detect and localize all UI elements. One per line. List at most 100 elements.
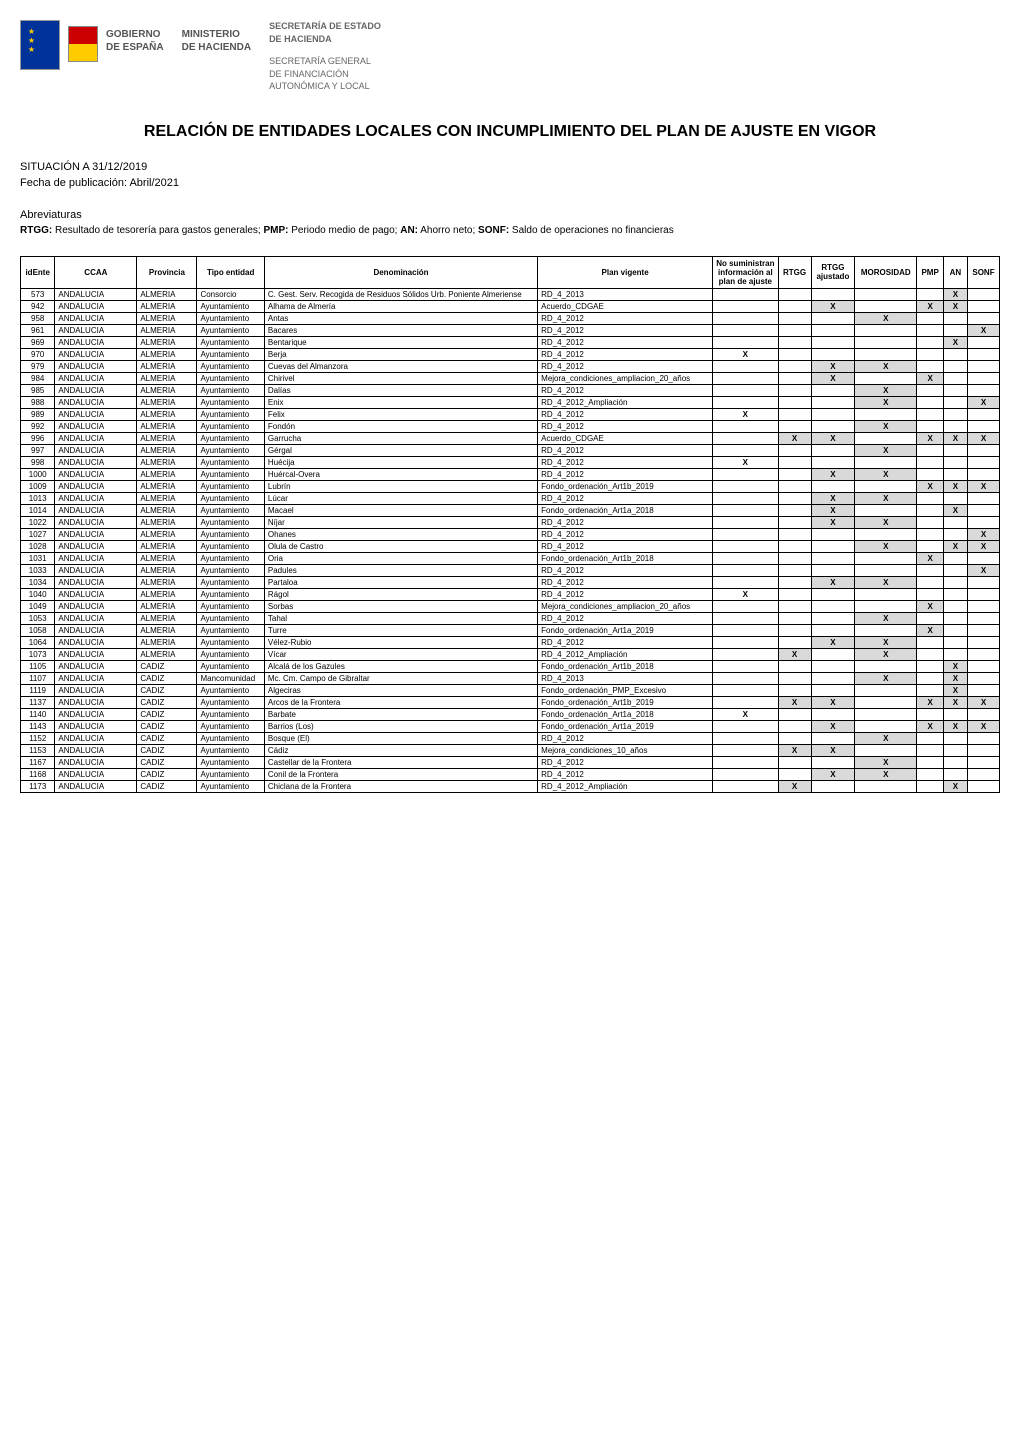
table-cell: X [967, 396, 999, 408]
table-cell: Ayuntamiento [197, 312, 264, 324]
table-cell: RD_4_2012 [538, 492, 713, 504]
table-cell: Partaloa [264, 576, 537, 588]
table-cell: ALMERIA [137, 552, 197, 564]
table-cell [967, 288, 999, 300]
table-cell: Barbate [264, 708, 537, 720]
table-cell [713, 288, 779, 300]
table-cell [967, 600, 999, 612]
table-cell: RD_4_2012 [538, 312, 713, 324]
th-idente: idEnte [21, 256, 55, 288]
table-cell: ALMERIA [137, 312, 197, 324]
table-cell: X [917, 300, 944, 312]
table-cell [967, 780, 999, 792]
table-cell: ANDALUCIA [55, 396, 137, 408]
table-cell: RD_4_2012 [538, 420, 713, 432]
table-cell: X [855, 516, 917, 528]
table-cell [917, 360, 944, 372]
table-cell: 573 [21, 288, 55, 300]
table-cell: Macael [264, 504, 537, 516]
table-cell: ANDALUCIA [55, 684, 137, 696]
table-cell: ANDALUCIA [55, 372, 137, 384]
table-cell: Bentarique [264, 336, 537, 348]
table-cell [943, 756, 967, 768]
table-row: 1013ANDALUCIAALMERIAAyuntamientoLúcarRD_… [21, 492, 1000, 504]
table-cell [713, 636, 779, 648]
table-cell: X [811, 744, 855, 756]
table-cell: 1034 [21, 576, 55, 588]
table-cell: X [943, 540, 967, 552]
table-cell [778, 756, 811, 768]
table-cell: Olula de Castro [264, 540, 537, 552]
table-cell [967, 408, 999, 420]
table-cell [967, 576, 999, 588]
table-cell: Fondón [264, 420, 537, 432]
secretaria-top: SECRETARÍA DE ESTADO DE HACIENDA [269, 20, 381, 45]
table-cell: X [855, 468, 917, 480]
table-cell [917, 768, 944, 780]
table-cell: ANDALUCIA [55, 348, 137, 360]
table-cell: X [713, 348, 779, 360]
table-cell: 1173 [21, 780, 55, 792]
table-cell: X [943, 432, 967, 444]
table-cell [917, 324, 944, 336]
table-cell: 970 [21, 348, 55, 360]
table-cell: 1140 [21, 708, 55, 720]
table-cell: X [943, 660, 967, 672]
table-cell [778, 516, 811, 528]
table-cell: Ayuntamiento [197, 468, 264, 480]
table-cell [967, 552, 999, 564]
table-cell: 958 [21, 312, 55, 324]
table-cell: 1022 [21, 516, 55, 528]
table-cell: 1064 [21, 636, 55, 648]
table-cell [713, 684, 779, 696]
table-body: 573ANDALUCIAALMERIAConsorcioC. Gest. Ser… [21, 288, 1000, 792]
table-row: 1137ANDALUCIACADIZAyuntamientoArcos de l… [21, 696, 1000, 708]
table-cell [943, 708, 967, 720]
table-cell: RD_4_2012 [538, 324, 713, 336]
table-cell [943, 456, 967, 468]
table-cell [855, 348, 917, 360]
table-cell [917, 516, 944, 528]
fecha-pub-text: Fecha de publicación: Abril/2021 [20, 177, 1000, 189]
table-cell: X [943, 480, 967, 492]
table-cell: Níjar [264, 516, 537, 528]
table-cell: 1013 [21, 492, 55, 504]
table-cell [917, 492, 944, 504]
table-cell: ANDALUCIA [55, 444, 137, 456]
table-cell [778, 360, 811, 372]
table-cell [943, 768, 967, 780]
table-cell: Tahal [264, 612, 537, 624]
table-cell: RD_4_2012 [538, 468, 713, 480]
table-cell: Ayuntamiento [197, 744, 264, 756]
table-cell [713, 600, 779, 612]
table-cell: Ayuntamiento [197, 708, 264, 720]
table-cell: Ayuntamiento [197, 456, 264, 468]
table-row: 1143ANDALUCIACADIZAyuntamientoBarrios (L… [21, 720, 1000, 732]
table-cell: X [943, 696, 967, 708]
table-cell: RD_4_2012 [538, 516, 713, 528]
th-sonf: SONF [967, 256, 999, 288]
table-cell [778, 720, 811, 732]
table-cell: X [967, 324, 999, 336]
table-cell [811, 324, 855, 336]
table-cell: Enix [264, 396, 537, 408]
table-cell: ANDALUCIA [55, 528, 137, 540]
table-cell [778, 612, 811, 624]
table-cell [811, 288, 855, 300]
table-row: 985ANDALUCIAALMERIAAyuntamientoDalíasRD_… [21, 384, 1000, 396]
table-cell [811, 336, 855, 348]
table-cell: Ayuntamiento [197, 384, 264, 396]
table-cell [855, 456, 917, 468]
table-cell: RD_4_2012 [538, 444, 713, 456]
table-cell: ALMERIA [137, 576, 197, 588]
table-cell: RD_4_2012 [538, 588, 713, 600]
table-cell [713, 420, 779, 432]
table-cell: 984 [21, 372, 55, 384]
table-row: 1140ANDALUCIACADIZAyuntamientoBarbateFon… [21, 708, 1000, 720]
table-cell: Ayuntamiento [197, 360, 264, 372]
table-cell: ANDALUCIA [55, 540, 137, 552]
table-cell: X [855, 420, 917, 432]
table-cell: 998 [21, 456, 55, 468]
table-cell: X [855, 756, 917, 768]
gov-text-block: GOBIERNO DE ESPAÑA [106, 28, 164, 54]
